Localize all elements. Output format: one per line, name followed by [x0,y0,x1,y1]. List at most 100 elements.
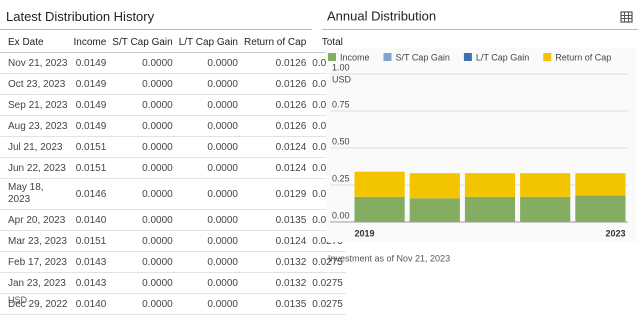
table-cell: 0.0000 [175,230,241,252]
table-cell: Oct 23, 2023 [0,73,71,95]
table-cell: 0.0000 [175,272,241,294]
table-row: Aug 23, 20230.01490.00000.00000.01260.02… [0,115,346,137]
table-cell: 0.0124 [241,136,310,158]
legend-label: Return of Cap [555,52,611,62]
table-cell: 0.0000 [175,209,241,231]
table-cell: 0.0151 [70,230,110,252]
table-cell: 0.0000 [175,115,241,137]
table-cell: 0.0000 [175,178,241,210]
y-tick-label: 0.25 [332,173,350,183]
y-tick-label: 0.50 [332,136,350,146]
y-tick-label: 1.00 [332,62,350,72]
table-cell: 0.0000 [109,94,176,116]
legend-label: L/T Cap Gain [476,52,529,62]
table-cell: 0.0000 [109,115,176,137]
table-row: May 18, 20230.01460.00000.00000.01290.02… [0,178,346,210]
column-header: S/T Cap Gain [109,32,176,53]
bar-segment [354,196,405,222]
legend-swatch [328,53,336,61]
y-tick-label: 0.00 [332,210,350,220]
bar-segment [520,173,571,197]
table-cell: 0.0140 [70,209,110,231]
table-cell: 0.0000 [109,251,176,273]
column-header: Return of Cap [241,32,310,53]
table-cell: 0.0126 [241,73,310,95]
table-cell: 0.0000 [109,157,176,179]
table-cell: 0.0000 [109,209,176,231]
table-cell: 0.0124 [241,157,310,179]
table-cell: 0.0135 [241,293,310,315]
table-row: Oct 23, 20230.01490.00000.00000.01260.02… [0,73,346,95]
legend-label: Income [340,52,370,62]
x-tick-label: 2019 [355,228,375,238]
table-cell: Sep 21, 2023 [0,94,71,116]
bar-segment [575,173,626,196]
table-cell: 0.0135 [241,209,310,231]
table-cell: Aug 23, 2023 [0,115,71,137]
table-cell: 0.0132 [241,251,310,273]
column-header: L/T Cap Gain [175,32,241,53]
table-cell: 0.0000 [109,52,176,74]
legend-swatch [463,53,472,61]
table-cell: 0.0143 [70,272,110,294]
chart-title: Annual Distribution [327,8,436,23]
table-icon[interactable] [620,11,633,23]
table-cell: 0.0126 [241,115,310,137]
table-cell: 0.0000 [175,251,241,273]
table-row: Sep 21, 20230.01490.00000.00000.01260.02… [0,94,346,116]
table-cell: 0.0000 [109,293,176,315]
table-cell: 0.0151 [70,136,110,158]
table-cell: May 18, 2023 [0,178,71,210]
table-cell: 0.0000 [175,136,241,158]
table-cell: 0.0000 [109,178,176,210]
table-cell: 0.0146 [70,178,110,210]
table-row: Dec 29, 2022 0.0140 0.0000 0.0000 0.0135 0.02… [0,293,346,315]
bar-segment [354,171,405,197]
table-cell: Nov 21, 2023 [0,52,71,74]
table-cell: Apr 20, 2023 [0,209,71,231]
table-row: Feb 17, 2023 0.0143 0.0000 0.0000 0.0132 0.02… [0,251,346,273]
column-header: Income [70,32,110,53]
table-cell: Feb 17, 2023 [0,251,71,273]
y-unit: USD [332,74,352,84]
table-cell: 0.0000 [175,94,241,116]
header-row: Ex Date Income S/T Cap Gain L/T Cap Gain Ret… [0,32,346,53]
legend-swatch [543,53,552,61]
bar-segment [520,196,571,222]
table-cell: 0.0129 [241,178,310,210]
chart-footnote: Investment as of Nov 21, 2023 [328,253,450,263]
legend-swatch [383,53,392,61]
table-cell: 0.0149 [70,52,110,74]
table-cell: 0.0000 [175,52,241,74]
column-header: Ex Date [0,32,71,53]
table-cell: Jun 22, 2023 [0,157,71,179]
table-cell: 0.0000 [109,73,176,95]
distribution-history-panel: Latest Distribution History Ex Date Incom… [0,0,346,315]
table-cell: 0.0000 [175,73,241,95]
x-tick-label: 2023 [605,228,625,238]
table-cell: 0.0000 [109,230,176,252]
table-row: Jun 22, 20230.01510.00000.00000.01240.02… [0,157,346,179]
table-cell: 0.0000 [175,157,241,179]
table-cell: Jan 23, 2023 [0,272,71,294]
table-cell: 0.0275 [309,272,346,294]
table-row: Mar 23, 20230.01510.00000.00000.01240.02… [0,230,346,252]
table-cell: Mar 23, 2023 [0,230,71,252]
table-cell: 0.0140 [70,293,110,315]
bar-segment [464,173,516,197]
table-row: Nov 21, 20230.01490.00000.00000.01260.02… [0,52,346,74]
table-row: Apr 20, 20230.01400.00000.00000.01350.02… [0,209,346,231]
table-row: Jan 23, 2023 0.0143 0.0000 0.0000 0.0132 0.02… [0,272,346,294]
table-cell: 0.0132 [241,272,310,294]
table-row: Jul 21, 20230.01510.00000.00000.01240.02… [0,136,346,158]
table-cell: 0.0000 [175,293,241,315]
table-cell: 0.0126 [241,52,310,74]
bar-segment [409,198,460,222]
table-cell: 0.0149 [70,94,110,116]
y-tick-label: 0.75 [332,99,350,109]
table-cell: 0.0000 [109,272,176,294]
bar-segment [575,195,626,222]
table-cell: 0.0149 [70,73,110,95]
bar-segment [464,196,516,222]
table-cell: 0.0143 [70,251,110,273]
